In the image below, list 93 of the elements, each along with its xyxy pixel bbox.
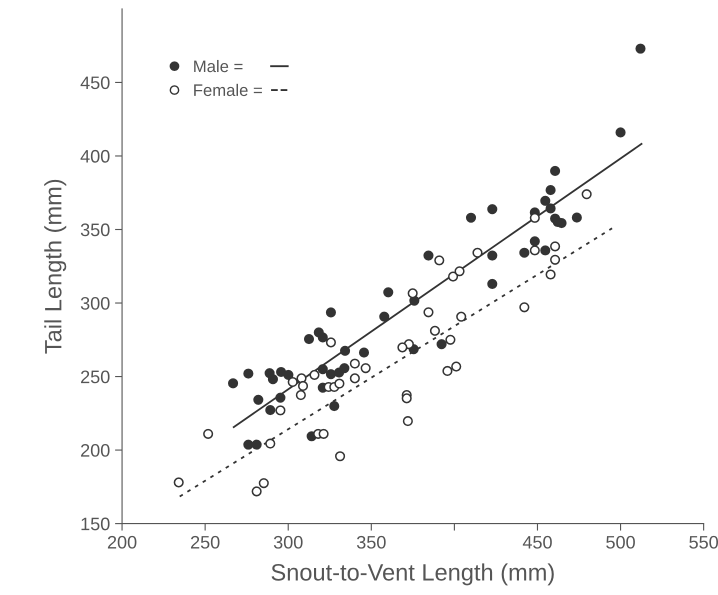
point bbox=[326, 369, 336, 380]
point bbox=[430, 326, 440, 336]
x-tick-label: 250 bbox=[190, 536, 220, 549]
point bbox=[174, 477, 184, 488]
point bbox=[350, 373, 360, 384]
point bbox=[519, 302, 530, 312]
point bbox=[472, 248, 483, 258]
point bbox=[635, 44, 646, 54]
y-tick-label: 150 bbox=[82, 518, 110, 530]
point bbox=[326, 337, 336, 348]
point bbox=[423, 250, 434, 261]
point bbox=[454, 266, 465, 276]
point bbox=[326, 307, 336, 318]
point bbox=[530, 236, 540, 246]
point bbox=[318, 428, 329, 439]
point bbox=[445, 334, 456, 345]
point bbox=[423, 307, 434, 318]
point bbox=[258, 478, 269, 488]
point bbox=[402, 416, 413, 426]
point bbox=[456, 312, 466, 322]
x-tick-label: 350 bbox=[356, 536, 386, 549]
point bbox=[228, 378, 238, 388]
point bbox=[252, 440, 262, 450]
point bbox=[243, 440, 254, 450]
x-tick-label: 500 bbox=[606, 536, 635, 549]
x-tick-label: 200 bbox=[108, 536, 136, 549]
legend-label: Male = bbox=[194, 60, 242, 72]
point bbox=[275, 405, 286, 416]
point bbox=[546, 269, 556, 280]
point bbox=[265, 438, 276, 449]
x-axis-title: Snout-to-Vent Length (mm) bbox=[272, 563, 554, 586]
point bbox=[402, 393, 412, 404]
point bbox=[203, 428, 214, 439]
point bbox=[530, 212, 540, 223]
point bbox=[253, 394, 264, 405]
point bbox=[540, 196, 550, 206]
point bbox=[329, 401, 340, 412]
point bbox=[556, 218, 567, 228]
point bbox=[442, 366, 452, 376]
point bbox=[540, 245, 550, 256]
y-tick-label: 350 bbox=[80, 223, 110, 236]
point bbox=[283, 370, 294, 380]
x-tick-label: 300 bbox=[274, 536, 303, 549]
point bbox=[350, 358, 360, 369]
point bbox=[265, 405, 276, 416]
point bbox=[550, 254, 560, 265]
point bbox=[309, 370, 320, 380]
legend-label: Female = bbox=[194, 84, 262, 96]
point bbox=[304, 334, 314, 344]
y-axis-title: Tail Length (mm) bbox=[44, 180, 66, 354]
y-tick-label: 450 bbox=[80, 76, 110, 90]
point bbox=[546, 185, 556, 196]
point bbox=[550, 241, 560, 252]
point bbox=[379, 312, 390, 322]
point bbox=[243, 368, 254, 379]
point bbox=[358, 348, 370, 358]
x-tick-label: 450 bbox=[522, 536, 552, 549]
point bbox=[448, 272, 458, 282]
point bbox=[268, 374, 278, 384]
point bbox=[487, 250, 498, 261]
point bbox=[318, 364, 328, 374]
point bbox=[335, 451, 346, 462]
point bbox=[550, 166, 560, 176]
point bbox=[339, 363, 350, 374]
point bbox=[466, 212, 476, 223]
point bbox=[487, 204, 498, 214]
y-tick-label: 250 bbox=[81, 370, 110, 384]
point bbox=[582, 189, 592, 200]
point bbox=[383, 287, 394, 298]
point bbox=[519, 248, 530, 258]
point bbox=[408, 288, 418, 298]
point bbox=[397, 342, 408, 352]
point bbox=[334, 378, 344, 389]
point bbox=[298, 380, 308, 392]
point bbox=[436, 339, 447, 350]
point bbox=[252, 486, 262, 496]
point bbox=[360, 363, 371, 374]
point bbox=[434, 255, 444, 266]
point bbox=[487, 278, 498, 289]
point bbox=[572, 212, 582, 223]
y-tick-label: 400 bbox=[80, 150, 110, 163]
point bbox=[340, 346, 350, 356]
y-tick-label: 300 bbox=[80, 296, 110, 310]
point bbox=[451, 362, 462, 372]
point bbox=[288, 376, 298, 388]
point bbox=[546, 203, 556, 214]
point bbox=[296, 390, 306, 400]
point bbox=[318, 332, 328, 342]
point bbox=[530, 245, 540, 256]
x-tick-label: 550 bbox=[689, 536, 718, 549]
point bbox=[616, 127, 626, 138]
y-tick-label: 200 bbox=[81, 444, 110, 457]
point bbox=[275, 392, 286, 403]
